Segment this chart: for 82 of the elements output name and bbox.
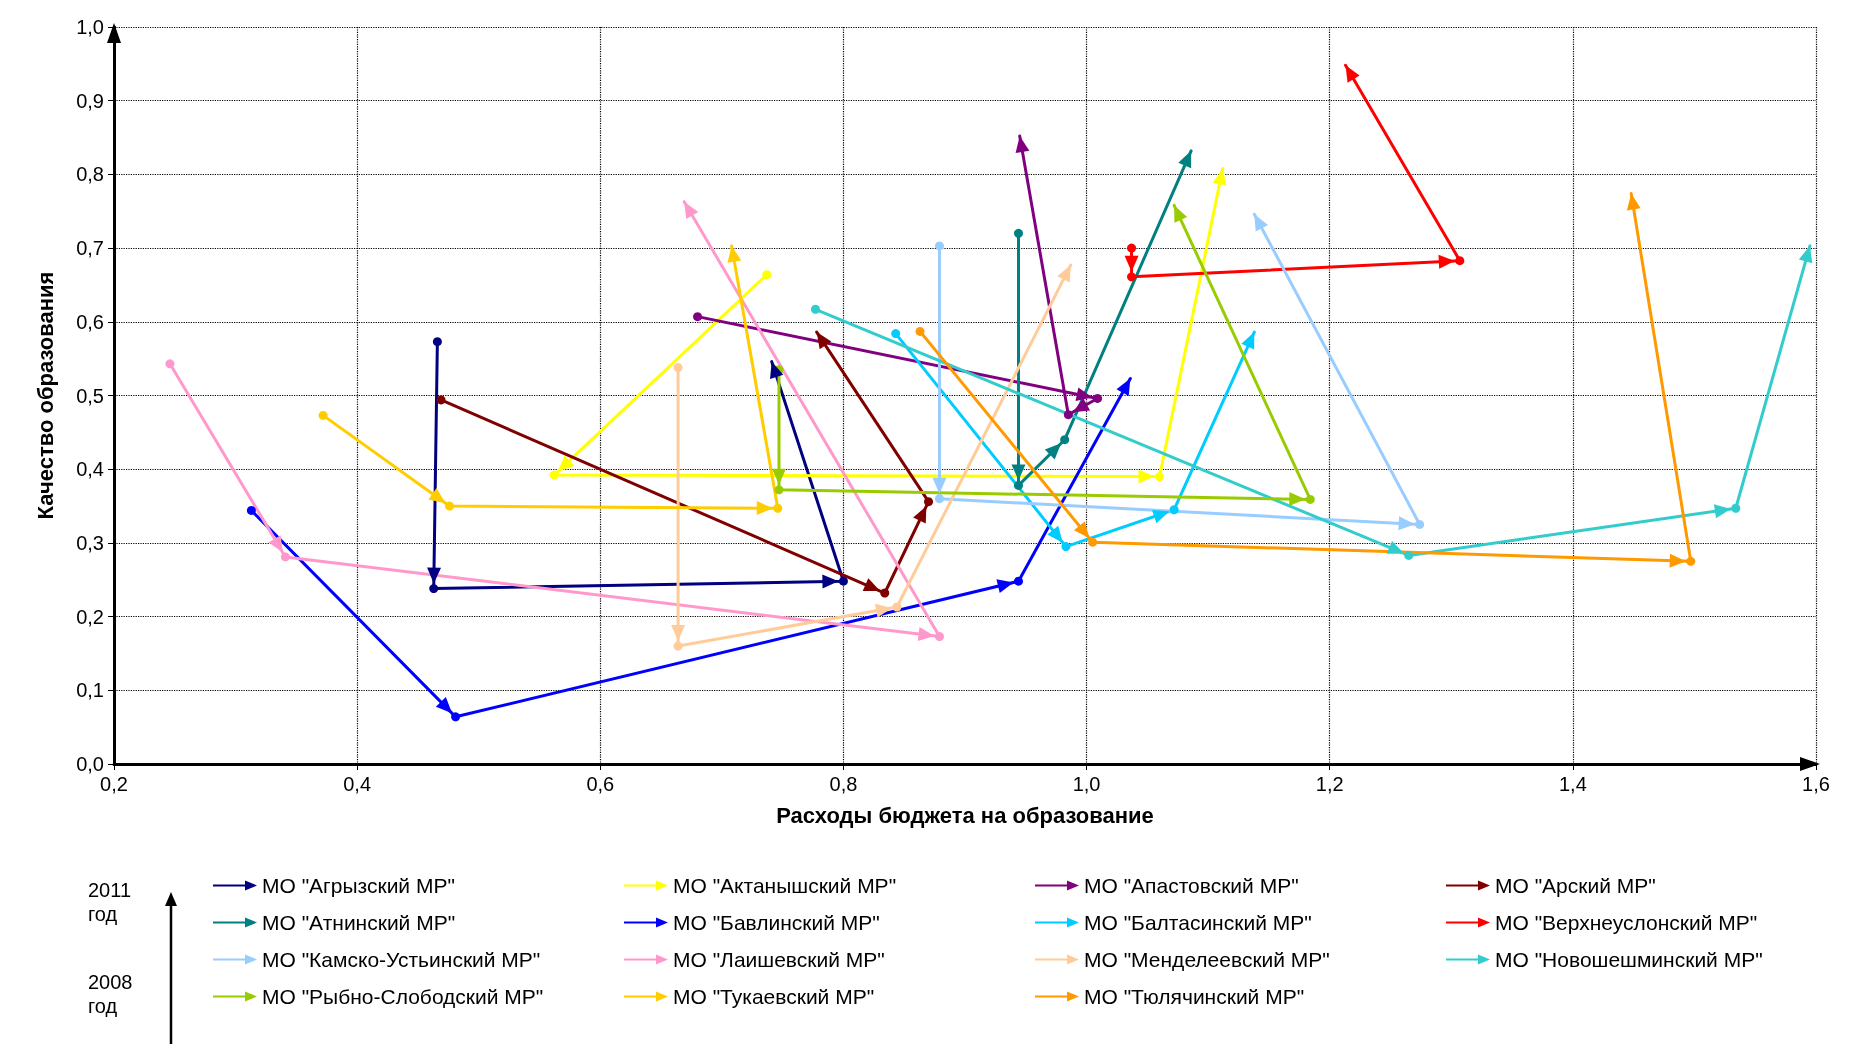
point — [924, 497, 934, 507]
x-tick-label: 0,8 — [829, 773, 858, 795]
point — [1169, 505, 1179, 515]
legend-label: МО "Менделеевский МР" — [1084, 948, 1330, 971]
y-tick-label: 0,8 — [76, 163, 104, 186]
point — [1063, 410, 1073, 420]
point — [934, 632, 944, 641]
point — [934, 241, 944, 251]
point — [1093, 393, 1103, 403]
point — [693, 312, 703, 322]
point — [773, 503, 783, 513]
legend-label: МО "Балтасинский МР" — [1084, 911, 1312, 934]
y-tick-label: 0,4 — [76, 458, 104, 481]
legend-label: МО "Новошешминский МР" — [1495, 948, 1763, 971]
y-tick-label: 0,1 — [76, 679, 104, 702]
point — [1060, 435, 1070, 445]
legend-label: МО "Тукаевский МР" — [673, 985, 875, 1008]
point — [549, 470, 559, 480]
y-tick-label: 0,2 — [76, 605, 104, 628]
legend-label: МО "Камско-Устьинский МР" — [262, 948, 541, 971]
point — [1415, 519, 1425, 529]
legend-label: МО "Лаишевский МР" — [673, 948, 885, 971]
y-tick-label: 1,0 — [76, 16, 104, 38]
point — [891, 329, 901, 339]
point — [429, 584, 439, 594]
y-tick-label: 0,7 — [76, 237, 104, 260]
legend-label: МО "Арский МР" — [1495, 874, 1656, 897]
point — [1061, 542, 1071, 552]
legend-label: МО "Тюлячинский МР" — [1084, 985, 1305, 1008]
point — [838, 576, 848, 586]
legend-label: МО "Рыбно-Слободский МР" — [262, 985, 544, 1008]
point — [892, 602, 902, 612]
y-axis-title: Качество образования — [32, 271, 58, 520]
point — [915, 326, 925, 336]
point — [280, 552, 290, 562]
x-tick-label: 0,6 — [586, 773, 615, 795]
point — [1014, 576, 1023, 586]
text: 2011 год — [88, 879, 132, 925]
point — [165, 359, 175, 369]
x-tick-label: 1,0 — [1072, 773, 1101, 795]
point — [1088, 537, 1098, 547]
y-tick-label: 0,9 — [76, 89, 104, 112]
point — [880, 588, 890, 598]
y-tick-label: 0,5 — [76, 384, 104, 407]
point — [934, 494, 944, 504]
point — [1127, 243, 1137, 253]
legend-label: МО "Бавлинский МР" — [673, 911, 880, 934]
x-tick-label: 0,4 — [343, 773, 372, 795]
legend-label: МО "Актанышский МР" — [673, 874, 897, 897]
legend-label: МО "Апастовский МР" — [1084, 874, 1299, 897]
y-tick-label: 0,0 — [76, 753, 104, 775]
point — [1731, 503, 1741, 513]
x-tick-label: 0,2 — [100, 773, 128, 795]
point — [1155, 472, 1165, 482]
point — [1305, 494, 1315, 504]
point — [246, 505, 256, 515]
point — [1686, 556, 1696, 566]
point — [1404, 550, 1414, 560]
text: 2008 год — [88, 971, 133, 1017]
point — [673, 363, 683, 372]
x-tick-label: 1,2 — [1315, 773, 1344, 795]
point — [432, 337, 442, 347]
point — [762, 270, 772, 280]
point — [1014, 228, 1023, 238]
point — [436, 395, 446, 405]
point — [673, 641, 683, 651]
legend-label: МО "Атнинский МР" — [262, 911, 456, 934]
x-axis-title: Расходы бюджета на образование — [776, 802, 1154, 828]
legend-label: МО "Верхнеуслонский МР" — [1495, 911, 1758, 934]
point — [445, 501, 455, 511]
y-tick-label: 0,3 — [76, 531, 104, 554]
point — [318, 410, 328, 420]
point — [1455, 256, 1465, 266]
x-tick-label: 1,4 — [1558, 773, 1587, 795]
point — [774, 485, 784, 495]
x-tick-label: 1,6 — [1802, 773, 1830, 795]
point — [1014, 480, 1023, 490]
y-tick-label: 0,6 — [76, 310, 104, 333]
point — [451, 712, 461, 722]
legend-label: МО "Агрызский МР" — [262, 874, 455, 897]
point — [810, 304, 820, 314]
point — [1127, 272, 1137, 282]
